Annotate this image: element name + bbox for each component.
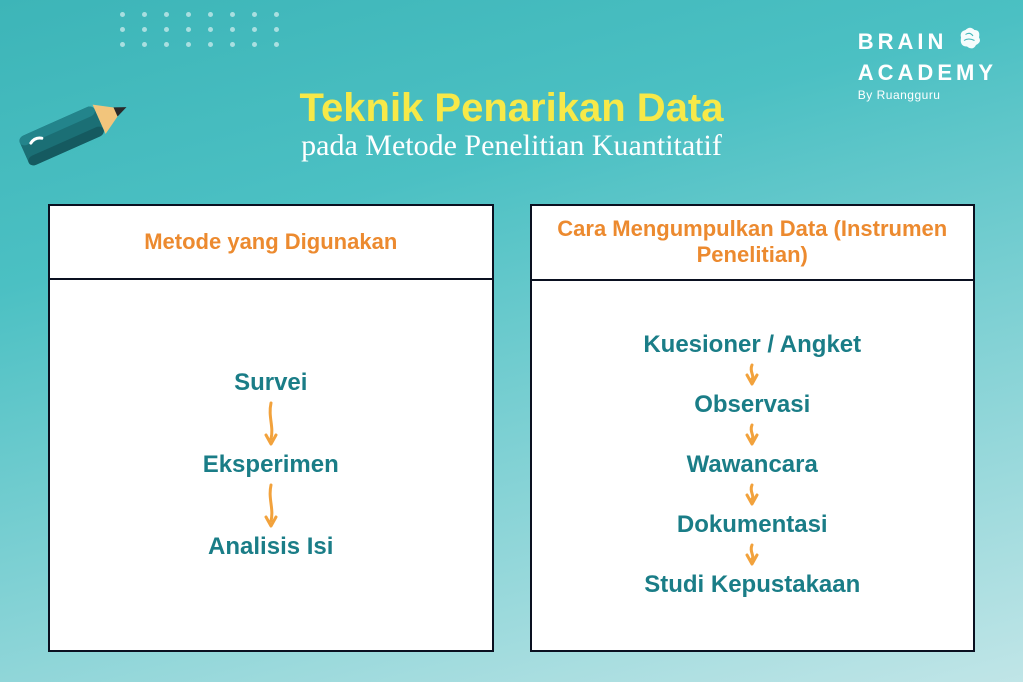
card-instruments-header: Cara Mengumpulkan Data (Instrumen Peneli… bbox=[532, 206, 974, 281]
title-main: Teknik Penarikan Data bbox=[0, 86, 1023, 131]
list-item: Analisis Isi bbox=[208, 533, 333, 561]
list-item: Kuesioner / Angket bbox=[643, 331, 861, 359]
card-instruments: Cara Mengumpulkan Data (Instrumen Peneli… bbox=[530, 204, 976, 652]
card-methods: Metode yang Digunakan Survei Eksperimen … bbox=[48, 204, 494, 652]
title-block: Teknik Penarikan Data pada Metode Peneli… bbox=[0, 86, 1023, 163]
card-methods-body: Survei Eksperimen Analisis Isi bbox=[50, 280, 492, 650]
arrow-down-icon bbox=[743, 483, 761, 507]
list-item: Wawancara bbox=[687, 451, 818, 479]
list-item: Dokumentasi bbox=[677, 511, 828, 539]
card-methods-header: Metode yang Digunakan bbox=[50, 206, 492, 280]
decorative-dots bbox=[120, 12, 286, 47]
title-sub: pada Metode Penelitian Kuantitatif bbox=[0, 129, 1023, 163]
arrow-down-icon bbox=[743, 363, 761, 387]
card-instruments-body: Kuesioner / Angket Observasi Wawancara D… bbox=[532, 281, 974, 650]
arrow-down-icon bbox=[743, 543, 761, 567]
list-item: Studi Kepustakaan bbox=[644, 571, 860, 599]
brand-line1: BRAIN bbox=[858, 29, 948, 55]
list-item: Survei bbox=[234, 369, 307, 397]
arrow-down-icon bbox=[262, 483, 280, 529]
list-item: Observasi bbox=[694, 391, 810, 419]
arrow-down-icon bbox=[262, 401, 280, 447]
arrow-down-icon bbox=[743, 423, 761, 447]
brand-line2: ACADEMY bbox=[858, 60, 997, 86]
cards-row: Metode yang Digunakan Survei Eksperimen … bbox=[48, 204, 975, 652]
list-item: Eksperimen bbox=[203, 451, 339, 479]
brain-icon bbox=[955, 24, 985, 60]
